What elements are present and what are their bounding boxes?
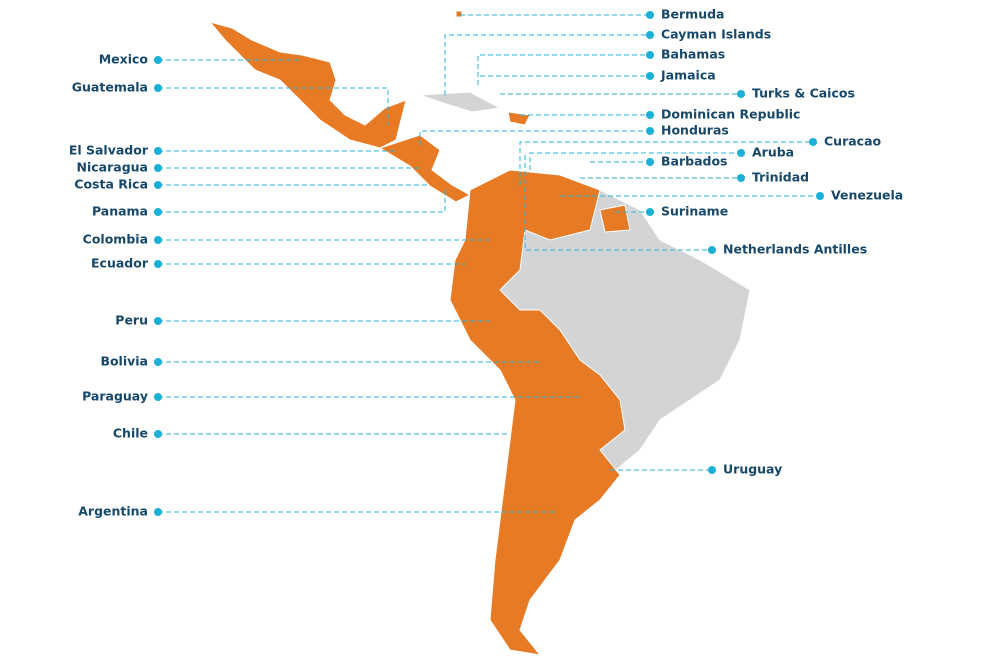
country-label: Paraguay (82, 389, 148, 404)
country-label: Aruba (752, 145, 794, 160)
marker-dot (154, 430, 162, 438)
leader-line (519, 141, 813, 185)
country-label: Cayman Islands (661, 27, 771, 42)
country-label: Mexico (99, 52, 149, 67)
leader-line (158, 190, 446, 213)
marker-dot (646, 111, 654, 119)
labels: Bermuda Cayman Islands Bahamas Jamaica Turks… (69, 7, 903, 519)
country-label: Chile (113, 426, 148, 441)
marker-dot (737, 149, 745, 157)
country-label: Venezuela (831, 188, 903, 203)
country-label: Colombia (83, 232, 148, 247)
leader-line (158, 87, 389, 125)
marker-dot (646, 158, 654, 166)
country-label: Guatemala (72, 80, 148, 95)
marker-dot (646, 11, 654, 19)
marker-dot (154, 84, 162, 92)
marker-dot (809, 138, 817, 146)
marker-dot (154, 317, 162, 325)
marker-dot (646, 51, 654, 59)
leader-line (524, 155, 712, 251)
bermuda (455, 10, 463, 18)
leader-line (419, 130, 650, 145)
marker-dot (646, 31, 654, 39)
marker-dot (154, 236, 162, 244)
dominican-republic (507, 111, 531, 126)
country-label: Turks & Caicos (752, 86, 855, 101)
marker-dot (154, 260, 162, 268)
leader-line (444, 34, 650, 95)
country-label: Bermuda (661, 7, 724, 22)
mexico (208, 21, 407, 149)
leader-line (529, 152, 741, 170)
country-label: Nicaragua (77, 160, 148, 175)
country-label: Honduras (661, 123, 729, 138)
leader-line (477, 54, 650, 85)
marker-dot (708, 466, 716, 474)
country-label: Jamaica (660, 68, 716, 83)
marker-dot (154, 393, 162, 401)
suriname (599, 204, 631, 233)
cuba (419, 91, 502, 113)
marker-dot (737, 174, 745, 182)
country-label: Peru (115, 313, 148, 328)
country-label: Uruguay (723, 462, 782, 477)
marker-dot (154, 181, 162, 189)
country-label: Dominican Republic (661, 107, 800, 122)
country-label: Netherlands Antilles (723, 242, 867, 257)
country-label: Suriname (661, 204, 728, 219)
marker-dot (154, 56, 162, 64)
marker-dot (154, 208, 162, 216)
marker-dot (816, 192, 824, 200)
marker-dot (737, 90, 745, 98)
country-label: Argentina (78, 504, 148, 519)
country-label: Bolivia (100, 354, 148, 369)
marker-dot (154, 508, 162, 516)
marker-dot (154, 164, 162, 172)
central-america (378, 134, 472, 203)
country-label: El Salvador (69, 143, 149, 158)
country-label: Ecuador (91, 256, 149, 271)
marker-dot (154, 147, 162, 155)
country-label: Bahamas (661, 47, 725, 62)
south-america-highlight (449, 169, 626, 656)
country-label: Curacao (824, 134, 882, 149)
marker-dot (646, 72, 654, 80)
marker-dot (646, 208, 654, 216)
highlighted-countries (208, 10, 631, 656)
country-label: Costa Rica (74, 177, 148, 192)
marker-dot (708, 246, 716, 254)
country-label: Barbados (661, 154, 728, 169)
country-label: Panama (92, 204, 148, 219)
country-label: Trinidad (752, 170, 809, 185)
marker-dot (154, 358, 162, 366)
marker-dot (646, 127, 654, 135)
